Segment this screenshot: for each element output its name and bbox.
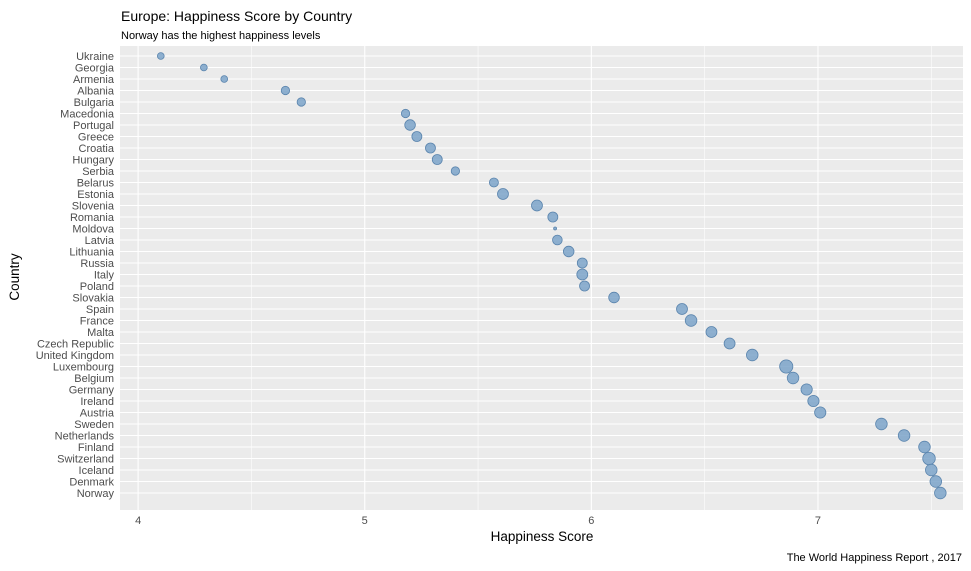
y-tick-label: Ukraine [76,51,114,63]
point-bulgaria [296,97,306,107]
y-tick-label: Portugal [73,120,114,132]
point-belgium [786,371,800,385]
y-tick-label: Latvia [85,235,115,247]
gridlines [120,46,963,510]
y-tick-labels: UkraineGeorgiaArmeniaAlbaniaBulgariaMace… [36,51,115,500]
y-tick-label: Romania [70,212,115,224]
x-tick-label: 6 [588,515,594,527]
point-serbia [450,166,460,176]
y-tick-label: Bulgaria [74,97,115,109]
point-armenia [220,75,229,83]
y-tick-label: Georgia [75,63,115,75]
y-tick-label: Switzerland [57,454,114,466]
point-lithuania [562,245,575,258]
x-tick-label: 5 [362,515,368,527]
y-tick-label: Poland [80,281,114,293]
points-layer [156,52,947,500]
y-tick-label: Armenia [73,74,115,86]
x-axis-title: Happiness Score [491,529,594,544]
y-tick-label: Italy [94,270,115,282]
point-albania [280,85,291,96]
x-tick-labels: 4 5 6 7 [135,515,821,527]
point-romania [547,211,559,223]
point-greece [411,131,423,142]
point-netherlands [897,429,911,442]
y-tick-label: United Kingdom [36,350,114,362]
y-tick-label: Hungary [72,155,114,167]
point-poland [579,280,590,292]
point-russia [576,257,588,269]
chart-subtitle: Norway has the highest happiness levels [121,30,321,42]
point-estonia [497,188,509,200]
y-tick-label: Greece [78,132,114,144]
point-sweden [875,417,888,431]
point-croatia [425,142,436,154]
y-tick-label: Norway [77,488,115,500]
y-tick-label: Lithuania [69,247,115,259]
chart-title: Europe: Happiness Score by Country [121,8,352,24]
y-tick-label: Finland [78,442,114,454]
point-hungary [431,154,443,165]
point-czech-republic [723,337,736,350]
point-georgia [200,63,208,72]
plot-panel [120,46,963,510]
point-norway [934,486,947,500]
point-ukraine [156,52,165,60]
point-moldova [553,226,557,231]
point-denmark [929,475,943,488]
y-tick-label: Luxembourg [53,362,114,374]
y-tick-label: Iceland [79,465,114,477]
y-tick-label: Moldova [72,224,114,236]
point-switzerland [922,451,936,466]
y-tick-label: Netherlands [55,431,115,443]
point-italy [576,268,589,281]
y-tick-label: Croatia [79,143,115,155]
point-finland [918,440,931,454]
point-spain [676,303,688,315]
y-tick-label: Ireland [80,396,114,408]
point-belarus [488,177,499,188]
y-tick-label: Spain [86,304,114,316]
y-tick-label: Russia [80,258,115,270]
x-tick-label: 7 [815,515,821,527]
y-tick-label: Sweden [74,419,114,431]
chart-caption: The World Happiness Report , 2017 [787,552,962,564]
y-tick-label: Slovenia [72,201,115,213]
point-france [684,314,698,327]
point-united-kingdom [746,348,759,362]
point-macedonia [400,108,411,119]
y-tick-label: France [80,316,114,328]
point-iceland [925,463,938,477]
point-luxembourg [779,359,794,374]
x-tick-label: 4 [135,515,141,527]
y-tick-label: Serbia [82,166,115,178]
y-tick-label: Slovakia [72,293,114,305]
y-tick-label: Austria [80,408,115,420]
y-tick-label: Czech Republic [37,339,115,351]
y-tick-label: Belarus [77,178,115,190]
y-axis-title: Country [7,253,22,301]
point-germany [800,383,813,396]
y-tick-label: Estonia [77,189,115,201]
y-tick-label: Germany [69,385,115,397]
point-austria [814,406,827,419]
point-portugal [404,119,416,131]
point-latvia [552,234,563,246]
y-tick-label: Malta [87,327,115,339]
y-tick-label: Belgium [74,373,114,385]
point-slovakia [608,291,620,304]
y-tick-label: Albania [77,86,115,98]
point-ireland [807,394,820,408]
y-tick-label: Macedonia [60,109,115,121]
y-tick-label: Denmark [69,477,114,489]
point-slovenia [531,199,543,212]
point-malta [705,326,718,338]
